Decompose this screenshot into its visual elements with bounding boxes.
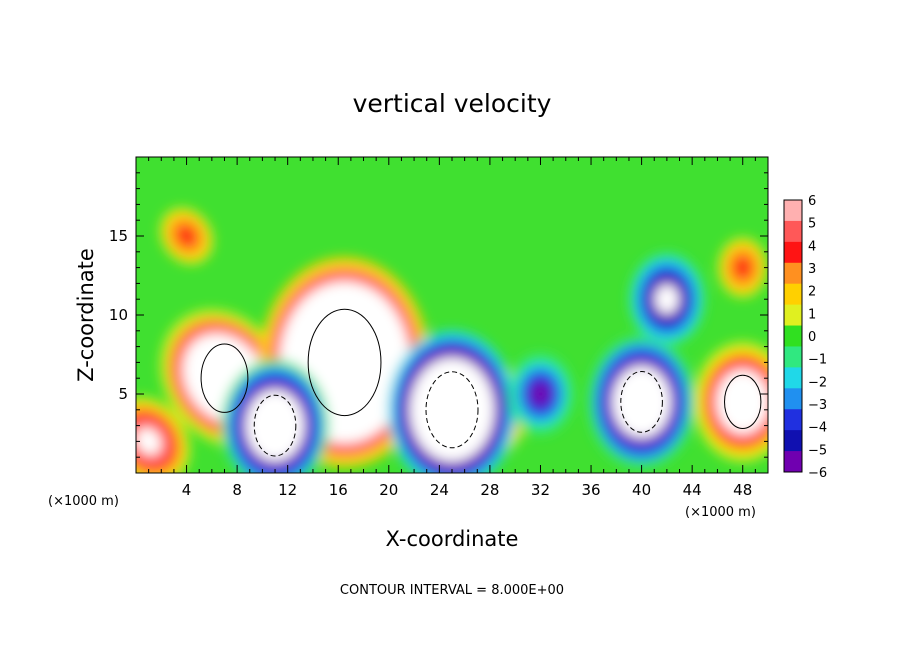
- contour-lines: [200, 308, 762, 457]
- field-feature-updraft: [694, 342, 768, 462]
- colorbar-swatch: [784, 304, 802, 327]
- colorbar-swatch: [784, 451, 802, 473]
- colorbar-swatch: [784, 367, 802, 389]
- colorbar-label: −1: [808, 353, 827, 368]
- x-axis-label: X-coordinate: [386, 527, 519, 551]
- field-feature-downdraft: [388, 330, 516, 473]
- field-level: [734, 257, 752, 279]
- x-tick-label: 8: [232, 481, 242, 499]
- colorbar: 6 5 4 3 2 1 0 −1 −2 −3 −4 −5 −6: [783, 194, 827, 481]
- field-level: [136, 427, 162, 456]
- y-axis-label: Z-coordinate: [74, 248, 98, 382]
- colorbar-swatch: [784, 325, 802, 347]
- field-feature-downdraft: [507, 354, 574, 434]
- colorbar-label: −3: [808, 398, 827, 413]
- field-feature-updraft: [718, 237, 768, 298]
- field-feature-downdraft: [588, 335, 696, 468]
- x-tick-label: 24: [430, 481, 449, 499]
- colorbar-label: 0: [808, 330, 816, 345]
- colorbar-label: 1: [808, 307, 816, 322]
- colorbar-label: 3: [808, 262, 816, 277]
- x-tick-label: 32: [531, 481, 550, 499]
- x-tick-label: 12: [278, 481, 297, 499]
- field-level: [258, 404, 292, 447]
- colorbar-label: 4: [808, 239, 816, 254]
- x-tick-label: 4: [182, 481, 192, 499]
- x-axis-ticks: 4 8 12 16 20 24 28 32 36 40 44 48: [148, 157, 756, 499]
- field-level: [654, 284, 679, 314]
- y-tick-label: 15: [109, 227, 128, 245]
- x-tick-label: 44: [683, 481, 702, 499]
- field-level: [431, 385, 473, 435]
- colorbar-swatch: [784, 262, 802, 285]
- colorbar-swatch: [784, 388, 802, 410]
- colorbar-label: 5: [808, 217, 816, 232]
- velocity-field: [136, 207, 768, 473]
- y-axis-ticks: 5 10 15: [109, 172, 768, 458]
- colorbar-label: 6: [808, 194, 816, 209]
- field-feature-updraft: [136, 397, 190, 473]
- colorbar-label: 2: [808, 285, 816, 300]
- contour-updraft: [200, 343, 249, 413]
- contour-downdraft: [425, 371, 479, 449]
- x-tick-label: 20: [379, 481, 398, 499]
- colorbar-label: −6: [808, 466, 827, 481]
- x-tick-label: 16: [329, 481, 348, 499]
- x-unit-left: (×1000 m): [48, 494, 119, 509]
- colorbar-swatch: [784, 241, 802, 264]
- colorbar-swatch: [784, 220, 802, 243]
- colorbar-swatch: [784, 200, 802, 222]
- colorbar-label: −4: [808, 421, 827, 436]
- contour-updraft: [724, 374, 762, 429]
- x-tick-label: 36: [581, 481, 600, 499]
- x-tick-label: 40: [632, 481, 651, 499]
- field-level: [624, 381, 659, 423]
- field-feature-updraft: [160, 207, 213, 265]
- contour-downdraft: [620, 371, 663, 433]
- field-level: [177, 226, 196, 246]
- field-feature-downdraft: [221, 359, 329, 473]
- chart-title: vertical velocity: [353, 89, 552, 118]
- colorbar-swatch: [784, 409, 802, 431]
- colorbar-swatch: [784, 346, 802, 368]
- field-level: [727, 383, 758, 421]
- colorbar-label: −5: [808, 443, 827, 458]
- colorbar-frame: [783, 199, 803, 473]
- plot-area: [136, 157, 768, 473]
- y-tick-label: 10: [109, 306, 128, 324]
- x-unit-right: (×1000 m): [685, 505, 756, 520]
- colorbar-label: −2: [808, 375, 827, 390]
- y-tick-label: 5: [118, 385, 128, 403]
- contour-interval-note: CONTOUR INTERVAL = 8.000E+00: [340, 583, 564, 598]
- x-tick-label: 48: [733, 481, 752, 499]
- contour-downdraft: [253, 394, 297, 457]
- field-level: [317, 329, 372, 396]
- colorbar-swatch: [784, 283, 802, 306]
- field-feature-downdraft: [628, 252, 705, 346]
- colorbar-swatch: [784, 430, 802, 452]
- x-tick-label: 28: [480, 481, 499, 499]
- field-level: [530, 381, 551, 407]
- contour-updraft: [307, 308, 382, 417]
